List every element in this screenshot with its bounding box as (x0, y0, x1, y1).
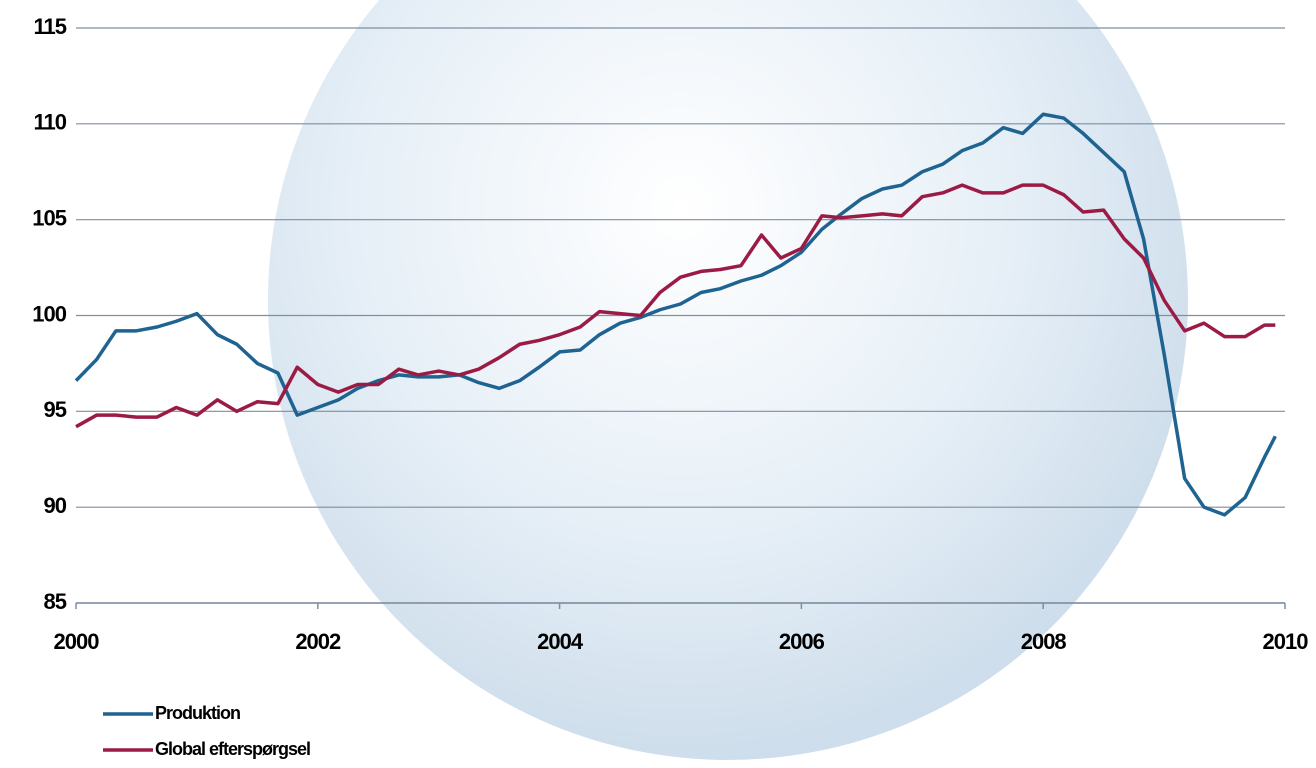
legend-label: Produktion (155, 703, 240, 723)
y-tick-label: 85 (44, 589, 67, 614)
y-tick-label: 110 (34, 110, 67, 135)
y-tick-label: 90 (44, 493, 67, 518)
x-tick-label: 2010 (1263, 629, 1309, 654)
line-series (74, 112, 1277, 517)
y-tick-label: 105 (32, 205, 66, 230)
plot-area: 85 90 95 100 105 110 115 2000 2002 2004 2006 2008 20… (32, 14, 1309, 759)
x-tick-label: 2002 (295, 629, 341, 654)
legend-label: Global efterspørgsel (155, 739, 310, 759)
x-tick-label: 2000 (54, 629, 100, 654)
x-tick-label: 2004 (537, 629, 584, 654)
background-globe (268, 0, 1188, 760)
y-tick-label: 115 (34, 14, 67, 39)
x-tick-label: 2006 (779, 629, 825, 654)
x-tick-label: 2008 (1021, 629, 1067, 654)
y-tick-label: 95 (44, 397, 67, 422)
line-series (75, 183, 1276, 429)
y-tick-label: 100 (32, 301, 66, 326)
